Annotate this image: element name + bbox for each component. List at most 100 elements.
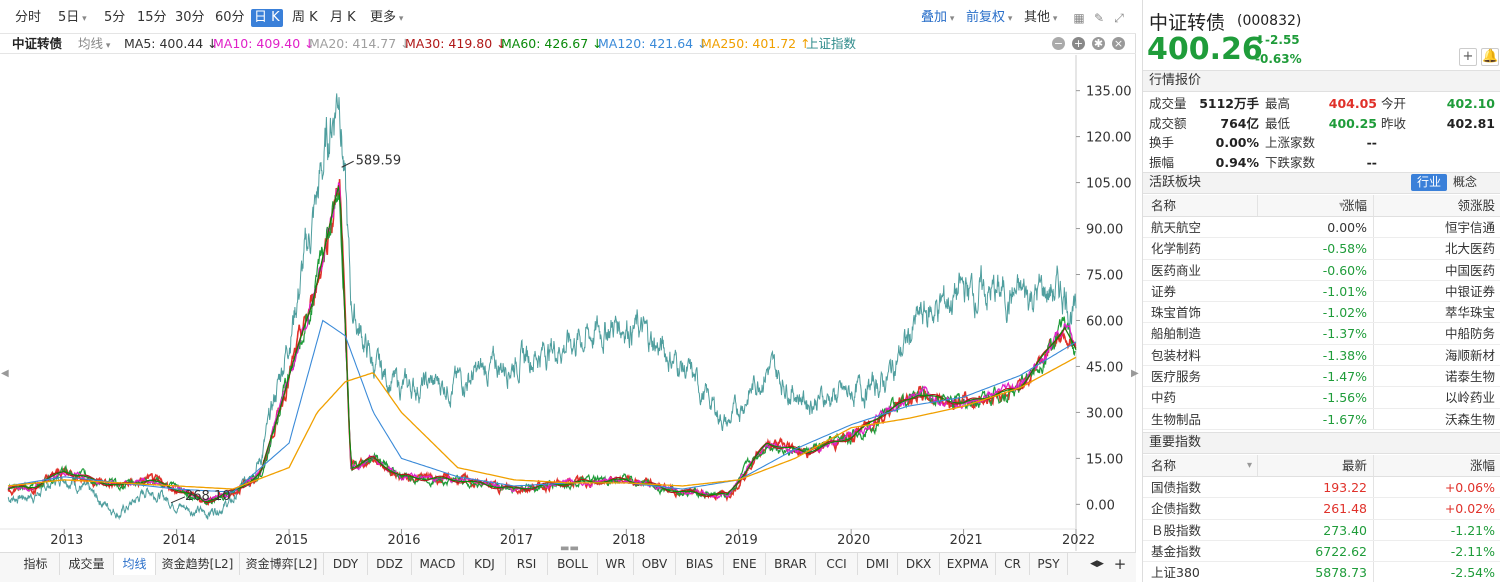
tab-indicator-3[interactable]: 资金趋势[L2] bbox=[156, 553, 240, 575]
bell-icon[interactable]: 🔔 bbox=[1481, 48, 1499, 66]
sector-row[interactable]: 医药商业 -0.60% 中国医药 bbox=[1143, 259, 1500, 281]
adjust-dropdown[interactable]: 前复权 bbox=[966, 9, 1012, 27]
index-row[interactable]: 基金指数 6722.62 -2.11% bbox=[1143, 540, 1500, 563]
index-row[interactable]: 上证380 5878.73 -2.54% bbox=[1143, 562, 1500, 582]
period-1[interactable]: 5日 bbox=[55, 9, 90, 27]
overlay-dropdown[interactable]: 叠加 bbox=[921, 9, 954, 27]
period-0[interactable]: 分时 bbox=[15, 10, 42, 25]
quote-label: 最高 bbox=[1265, 96, 1291, 111]
tab-indicator-9[interactable]: RSI bbox=[506, 553, 548, 575]
y-tick-label: 120.00 bbox=[1086, 131, 1132, 146]
tab-indicator-16[interactable]: CCI bbox=[816, 553, 858, 575]
tab-industry[interactable]: 行业 bbox=[1411, 174, 1448, 191]
fullscreen-icon[interactable]: ⤢ bbox=[1114, 11, 1124, 25]
sector-leader: 以岭药业 bbox=[1444, 390, 1495, 406]
x-tick-label: 2014 bbox=[163, 533, 196, 548]
ma-type-dropdown[interactable]: 均线 bbox=[78, 34, 110, 56]
tab-indicator-0[interactable]: 指标 bbox=[12, 553, 60, 575]
sector-leader: 中银证券 bbox=[1444, 283, 1495, 299]
tab-indicator-13[interactable]: BIAS bbox=[676, 553, 724, 575]
sector-row[interactable]: 证券 -1.01% 中银证券 bbox=[1143, 280, 1500, 303]
sector-col-change[interactable]: 涨幅 bbox=[1341, 198, 1367, 213]
quote-label: 上涨家数 bbox=[1265, 135, 1316, 150]
index-name: 基金指数 bbox=[1151, 543, 1202, 559]
tab-indicator-14[interactable]: ENE bbox=[724, 553, 766, 575]
sector-name: 包装材料 bbox=[1151, 347, 1202, 363]
tab-indicator-6[interactable]: DDZ bbox=[368, 553, 412, 575]
index-row[interactable]: 国债指数 193.22 +0.06% bbox=[1143, 477, 1500, 499]
sector-change: -0.58% bbox=[1322, 241, 1367, 257]
sort-dropdown-icon[interactable]: ▾ bbox=[1339, 200, 1345, 211]
period-2[interactable]: 5分 bbox=[104, 10, 126, 25]
tabs-scroll-icon[interactable]: ◀▶ bbox=[1090, 559, 1104, 569]
tab-indicator-21[interactable]: PSY bbox=[1030, 553, 1068, 575]
sector-row[interactable]: 生物制品 -1.67% 沃森生物 bbox=[1143, 408, 1500, 430]
plus-icon[interactable]: + bbox=[1072, 37, 1085, 50]
tab-indicator-2[interactable]: 均线 bbox=[114, 553, 156, 575]
left-collapse-icon[interactable]: ◀ bbox=[1, 368, 9, 379]
close-icon[interactable]: × bbox=[1112, 37, 1125, 50]
sector-row[interactable]: 航天航空 0.00% 恒宇信通 bbox=[1143, 217, 1500, 239]
add-indicator-icon[interactable]: + bbox=[1113, 555, 1127, 573]
sector-leader: 沃森生物 bbox=[1444, 411, 1495, 427]
grid-icon[interactable]: ▦ bbox=[1073, 11, 1085, 25]
sector-change: -1.01% bbox=[1322, 283, 1367, 299]
tab-indicator-12[interactable]: OBV bbox=[634, 553, 676, 575]
add-watchlist-icon[interactable]: + bbox=[1459, 48, 1477, 66]
ma10-line bbox=[7, 182, 1076, 503]
period-7[interactable]: 周 K bbox=[292, 10, 318, 25]
sector-row[interactable]: 医疗服务 -1.47% 诺泰生物 bbox=[1143, 366, 1500, 388]
period-3[interactable]: 15分 bbox=[137, 10, 167, 25]
tab-indicator-4[interactable]: 资金博弈[L2] bbox=[240, 553, 324, 575]
tab-indicator-5[interactable]: DDY bbox=[324, 553, 368, 575]
tab-indicator-15[interactable]: BRAR bbox=[766, 553, 816, 575]
index-col-latest[interactable]: 最新 bbox=[1341, 458, 1367, 473]
tab-indicator-7[interactable]: MACD bbox=[412, 553, 464, 575]
minus-icon[interactable]: − bbox=[1052, 37, 1065, 50]
last-price: 400.26 bbox=[1147, 32, 1263, 67]
kline-chart[interactable]: 135.00 120.00 105.00 90.00 75.00 60.00 45.00 30… bbox=[0, 55, 1136, 551]
other-dropdown[interactable]: 其他 bbox=[1024, 9, 1057, 27]
quote-value: 402.10 bbox=[1446, 96, 1495, 111]
index-col-change[interactable]: 涨幅 bbox=[1469, 458, 1495, 473]
ma60-line bbox=[7, 186, 1077, 503]
period-5[interactable]: 60分 bbox=[215, 10, 245, 25]
tab-indicator-10[interactable]: BOLL bbox=[548, 553, 598, 575]
period-6[interactable]: 日 K bbox=[251, 9, 283, 27]
sector-row[interactable]: 船舶制造 -1.37% 中船防务 bbox=[1143, 323, 1500, 345]
tab-indicator-19[interactable]: EXPMA bbox=[940, 553, 996, 575]
sort-dropdown-icon[interactable]: ▾ bbox=[1247, 460, 1253, 471]
period-9[interactable]: 更多 bbox=[367, 9, 406, 27]
tab-indicator-1[interactable]: 成交量 bbox=[60, 553, 114, 575]
tab-concept[interactable]: 概念 bbox=[1453, 175, 1478, 189]
drag-handle-icon[interactable]: ▬▬ bbox=[560, 543, 579, 551]
stock-code: (000832) bbox=[1237, 13, 1302, 29]
tab-indicator-20[interactable]: CR bbox=[996, 553, 1030, 575]
quote-value: 404.05 bbox=[1328, 96, 1377, 111]
index-change: -2.11% bbox=[1450, 543, 1495, 559]
draw-icon[interactable]: ✎ bbox=[1093, 11, 1105, 25]
tab-indicator-8[interactable]: KDJ bbox=[464, 553, 506, 575]
period-8[interactable]: 月 K bbox=[330, 10, 356, 25]
sector-row[interactable]: 化学制药 -0.58% 北大医药 bbox=[1143, 238, 1500, 260]
gear-icon[interactable]: ✱ bbox=[1092, 37, 1105, 50]
sector-row[interactable]: 珠宝首饰 -1.02% 萃华珠宝 bbox=[1143, 302, 1500, 324]
quote-panel: 中证转债 (000832) 400.26 ⬇-2.55 -0.63% + 🔔 行… bbox=[1142, 0, 1500, 582]
sector-col-name[interactable]: 名称 bbox=[1151, 198, 1177, 213]
sector-name: 化学制药 bbox=[1151, 241, 1202, 257]
tab-indicator-17[interactable]: DMI bbox=[858, 553, 898, 575]
index-col-name[interactable]: 名称 bbox=[1151, 458, 1177, 473]
index-row[interactable]: 企债指数 261.48 +0.02% bbox=[1143, 498, 1500, 520]
quote-label: 振幅 bbox=[1149, 154, 1175, 170]
index-row[interactable]: Ｂ股指数 273.40 -1.21% bbox=[1143, 519, 1500, 541]
y-tick-label: 30.00 bbox=[1086, 406, 1123, 421]
sector-row[interactable]: 中药 -1.56% 以岭药业 bbox=[1143, 387, 1500, 409]
right-collapse-icon[interactable]: ▶ bbox=[1131, 368, 1139, 379]
sector-row[interactable]: 包装材料 -1.38% 海顺新材 bbox=[1143, 344, 1500, 367]
tab-indicator-11[interactable]: WR bbox=[598, 553, 634, 575]
ma250-line bbox=[7, 356, 1077, 490]
y-tick-label: 90.00 bbox=[1086, 223, 1123, 238]
period-4[interactable]: 30分 bbox=[175, 10, 205, 25]
sector-col-leader[interactable]: 领涨股 bbox=[1457, 198, 1495, 213]
tab-indicator-18[interactable]: DKX bbox=[898, 553, 940, 575]
